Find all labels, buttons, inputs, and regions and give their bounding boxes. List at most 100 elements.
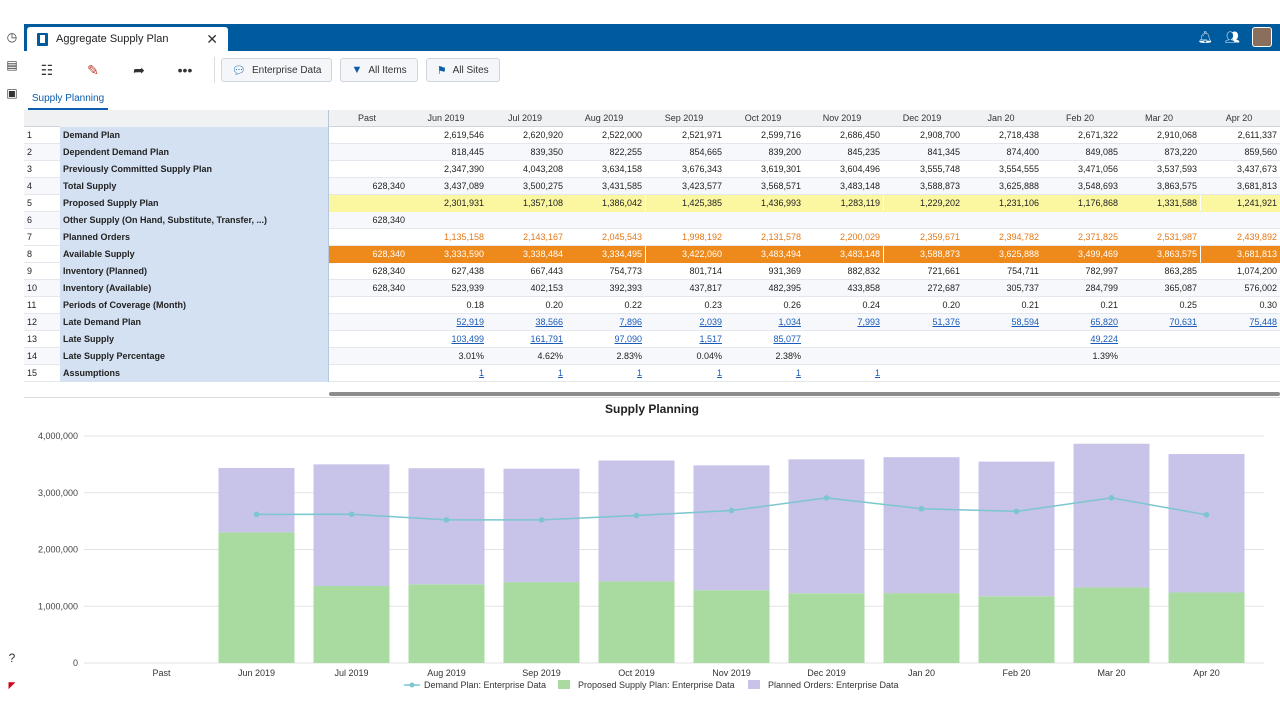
cell-link[interactable]: 103,499	[451, 334, 484, 344]
bar-proposed-supply	[883, 593, 960, 663]
clipboard-icon[interactable]: ▣	[6, 86, 18, 100]
cell-value: 882,832	[847, 266, 880, 276]
cell-value: 2.83%	[616, 351, 642, 361]
filter-all-items-button[interactable]: ▼ All Items	[340, 58, 418, 82]
filter-label: All Items	[368, 64, 407, 76]
history-icon[interactable]: ◷	[6, 30, 18, 44]
x-tick-label: Mar 20	[1097, 668, 1125, 678]
cell-link[interactable]: 38,566	[535, 317, 563, 327]
share-arrow-icon[interactable]: ➦	[133, 61, 145, 78]
cell-value: 754,773	[609, 266, 642, 276]
row-number: 5	[27, 198, 33, 208]
cell-value: 628,340	[372, 266, 405, 276]
cell-link[interactable]: 1	[795, 368, 801, 378]
cell-value: 365,087	[1164, 283, 1197, 293]
book-icon	[37, 32, 48, 46]
avatar[interactable]	[1252, 27, 1272, 47]
cell-value: 3,334,495	[566, 246, 645, 263]
column-header[interactable]: Jun 2019	[427, 113, 465, 123]
cell-link[interactable]: 85,077	[773, 334, 801, 344]
filter-all-sites-button[interactable]: ⚑ All Sites	[425, 58, 500, 82]
column-header[interactable]: Nov 2019	[822, 113, 862, 123]
cell-link[interactable]: 1	[636, 368, 642, 378]
cell-value: 4.62%	[537, 351, 563, 361]
cell-link[interactable]: 49,224	[1090, 334, 1118, 344]
bar-proposed-supply	[313, 585, 390, 663]
cell-link[interactable]: 1	[478, 368, 484, 378]
cell-value: 3,423,577	[681, 181, 722, 191]
row-label: Previously Committed Supply Plan	[60, 161, 329, 178]
demand-plan-point	[538, 517, 545, 523]
column-header[interactable]: Oct 2019	[744, 113, 782, 123]
row-label: Late Supply Percentage	[60, 348, 329, 365]
cell-value: 2,522,000	[601, 130, 642, 140]
cell-link	[1042, 365, 1121, 382]
cell-value: 3,588,873	[884, 246, 963, 263]
cell-value: 3,437,089	[443, 181, 484, 191]
column-header[interactable]: Jul 2019	[507, 113, 543, 123]
cell-link[interactable]: 52,919	[456, 317, 484, 327]
cell-link[interactable]: 1,517	[699, 334, 722, 344]
column-header[interactable]: Apr 20	[1225, 113, 1253, 123]
cell-link[interactable]: 51,376	[932, 317, 960, 327]
close-icon[interactable]: ✕	[206, 31, 218, 47]
cell-link[interactable]: 1,034	[778, 317, 801, 327]
help-icon[interactable]: ?	[8, 651, 16, 665]
column-header[interactable]: Mar 20	[1144, 113, 1173, 123]
cell-link[interactable]: 1	[874, 368, 880, 378]
column-header[interactable]: Dec 2019	[902, 113, 942, 123]
bar-planned-orders	[1073, 443, 1150, 588]
cell-value: 2,718,438	[998, 130, 1039, 140]
cell-link[interactable]: 75,448	[1249, 317, 1277, 327]
row-number: 11	[27, 300, 37, 310]
cell-value	[1121, 212, 1200, 229]
filter-enterprise-data-button[interactable]: 💬︎ Enterprise Data	[221, 58, 333, 82]
cell-link	[329, 331, 408, 348]
edit-pencil-icon[interactable]: ✎	[87, 61, 99, 78]
cell-value: 3,681,813	[1236, 181, 1277, 191]
cell-value: 3,634,158	[601, 164, 642, 174]
tab-supply-planning[interactable]: Supply Planning	[28, 90, 108, 110]
column-header[interactable]: Aug 2019	[584, 113, 624, 123]
cell-value: 1,241,921	[1201, 195, 1280, 212]
table-row: 10 Inventory (Available) 628,340 523,939 402…	[24, 280, 1280, 297]
cell-value: 2,521,971	[681, 130, 722, 140]
cell-value: 3,554,555	[998, 164, 1039, 174]
sliders-icon[interactable]: ☷	[40, 61, 54, 78]
row-label: Inventory (Available)	[60, 280, 329, 297]
y-tick-label: 2,000,000	[38, 545, 78, 555]
team-icon[interactable]: 👥︎	[1224, 30, 1240, 44]
cell-link[interactable]: 7,896	[619, 317, 642, 327]
row-label: Other Supply (On Hand, Substitute, Trans…	[60, 212, 329, 229]
cell-link[interactable]: 1	[716, 368, 722, 378]
cell-value: 3,863,575	[1121, 246, 1200, 263]
speech-bubble-icon: 💬︎	[232, 64, 246, 77]
column-header[interactable]: Sep 2019	[664, 113, 704, 123]
y-tick-label: 0	[73, 658, 78, 668]
cell-value: 1,176,868	[1042, 195, 1121, 212]
horizontal-scrollbar[interactable]	[329, 392, 1280, 396]
cell-link[interactable]: 58,594	[1011, 317, 1039, 327]
column-header[interactable]: Jan 20	[987, 113, 1015, 123]
tab-aggregate-supply-plan[interactable]: Aggregate Supply Plan ✕	[27, 27, 228, 51]
cell-link[interactable]: 97,090	[614, 334, 642, 344]
more-options-icon[interactable]: •••	[177, 62, 193, 78]
cell-link[interactable]: 65,820	[1090, 317, 1118, 327]
cell-link[interactable]: 70,631	[1169, 317, 1197, 327]
document-icon[interactable]: ▤	[6, 58, 18, 72]
cell-value: 801,714	[689, 266, 722, 276]
cell-link[interactable]: 161,791	[530, 334, 563, 344]
cell-value	[1201, 212, 1280, 229]
notification-bell-icon[interactable]: 🔔︎	[1197, 30, 1213, 44]
row-number: 4	[27, 181, 33, 191]
column-header[interactable]: Feb 20	[1065, 113, 1095, 123]
bar-proposed-supply	[598, 581, 675, 663]
cell-link[interactable]: 2,039	[699, 317, 722, 327]
row-label: Assumptions	[60, 365, 329, 382]
row-number: 1	[27, 130, 33, 140]
column-header[interactable]: Past	[357, 113, 376, 123]
cell-value: 1,425,385	[646, 195, 725, 212]
cell-link[interactable]: 7,993	[857, 317, 880, 327]
row-label: Late Demand Plan	[60, 314, 329, 331]
cell-link[interactable]: 1	[557, 368, 563, 378]
